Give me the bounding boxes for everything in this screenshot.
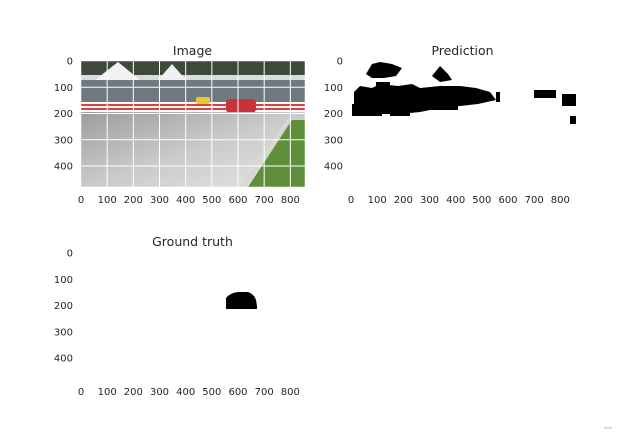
photo-barrier-white — [81, 106, 305, 108]
mask-tent-right — [432, 66, 452, 82]
photo-grandstand — [81, 80, 305, 102]
grid-lines — [81, 61, 305, 187]
y-tick-label: 200 — [324, 109, 343, 120]
x-tick-label: 800 — [281, 387, 300, 398]
photo-trees — [81, 61, 305, 75]
photo-tent-right — [158, 64, 186, 80]
corner-mark — [604, 427, 612, 429]
y-tick-label: 0 — [67, 249, 73, 260]
mask-blob — [562, 94, 576, 106]
x-tick-label: 600 — [228, 195, 247, 206]
photo-curb — [240, 118, 292, 187]
photo-road — [81, 112, 305, 187]
mask-tent-left — [366, 62, 402, 78]
y-ticks-ground-truth: 0 100 200 300 400 — [54, 249, 73, 365]
photo-tent-left — [95, 62, 140, 80]
panel-title-image: Image — [173, 43, 212, 58]
y-ticks-prediction: 0 100 200 300 400 — [324, 57, 343, 173]
photo-red-car — [226, 99, 256, 113]
photo-yellow-car — [196, 97, 210, 104]
x-tick-label: 600 — [498, 195, 517, 206]
x-tick-label: 0 — [78, 195, 84, 206]
panel-ground-truth: Ground truth 0 100 200 300 400 500 600 700 800 0… — [54, 234, 300, 398]
x-tick-label: 800 — [281, 195, 300, 206]
y-tick-label: 400 — [54, 354, 73, 365]
y-tick-label: 0 — [337, 57, 343, 68]
x-tick-label: 800 — [551, 195, 570, 206]
y-ticks-image: 0 100 200 300 400 — [54, 57, 73, 173]
mask-blob — [352, 104, 382, 116]
x-tick-label: 700 — [255, 387, 274, 398]
x-tick-label: 200 — [124, 387, 143, 398]
x-tick-label: 400 — [446, 195, 465, 206]
x-tick-label: 300 — [420, 195, 439, 206]
x-tick-label: 400 — [176, 195, 195, 206]
x-tick-label: 0 — [78, 387, 84, 398]
y-tick-label: 0 — [67, 57, 73, 68]
x-tick-label: 0 — [348, 195, 354, 206]
x-tick-label: 400 — [176, 387, 195, 398]
prediction-mask — [352, 62, 576, 124]
mask-blob — [422, 96, 458, 110]
x-tick-label: 500 — [202, 195, 221, 206]
y-tick-label: 300 — [324, 135, 343, 146]
x-tick-label: 700 — [525, 195, 544, 206]
y-tick-label: 100 — [54, 83, 73, 94]
x-ticks-ground-truth: 0 100 200 300 400 500 600 700 800 — [78, 387, 300, 398]
panel-prediction: Prediction 0 100 200 300 400 500 600 700 800 0 10… — [324, 43, 576, 206]
mask-blob — [534, 90, 556, 98]
y-tick-label: 400 — [54, 162, 73, 173]
y-tick-label: 100 — [324, 83, 343, 94]
x-ticks-prediction: 0 100 200 300 400 500 600 700 800 — [348, 195, 570, 206]
y-tick-label: 100 — [54, 275, 73, 286]
mask-blob — [390, 108, 410, 116]
x-ticks-image: 0 100 200 300 400 500 600 700 800 — [78, 195, 300, 206]
x-tick-label: 300 — [150, 387, 169, 398]
x-tick-label: 600 — [228, 387, 247, 398]
mask-blob — [376, 82, 390, 88]
x-tick-label: 100 — [98, 387, 117, 398]
panel-title-prediction: Prediction — [431, 43, 493, 58]
x-tick-label: 700 — [255, 195, 274, 206]
photo-frame — [80, 60, 306, 188]
x-tick-label: 100 — [368, 195, 387, 206]
x-tick-label: 500 — [202, 387, 221, 398]
panel-title-ground-truth: Ground truth — [152, 234, 233, 249]
mask-car — [226, 292, 257, 309]
x-tick-label: 200 — [124, 195, 143, 206]
ground-truth-mask — [226, 292, 257, 309]
y-tick-label: 200 — [54, 109, 73, 120]
photo — [81, 61, 305, 187]
panel-image: Image 0 100 200 300 400 500 600 700 800 0 100 200 3… — [54, 43, 306, 206]
mask-blob — [496, 92, 500, 102]
y-tick-label: 400 — [324, 162, 343, 173]
x-tick-label: 100 — [98, 195, 117, 206]
y-tick-label: 300 — [54, 327, 73, 338]
x-tick-label: 200 — [394, 195, 413, 206]
x-tick-label: 300 — [150, 195, 169, 206]
mask-blob — [570, 116, 576, 124]
x-tick-label: 500 — [472, 195, 491, 206]
y-tick-label: 300 — [54, 135, 73, 146]
y-tick-label: 200 — [54, 301, 73, 312]
